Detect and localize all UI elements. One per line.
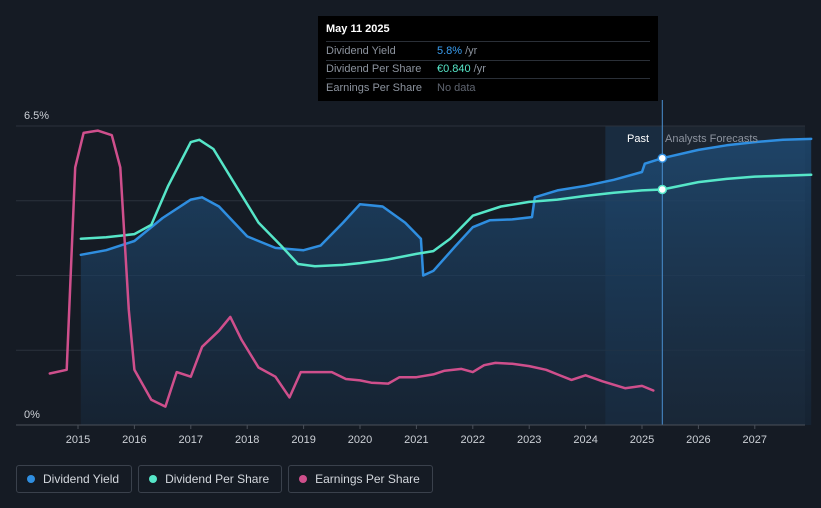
y-tick-label-top: 6.5% <box>24 110 49 122</box>
tooltip-label: Earnings Per Share <box>326 81 422 94</box>
tooltip-value: 5.8% <box>437 44 463 57</box>
x-tick-label: 2027 <box>743 434 767 446</box>
x-tick-label: 2015 <box>66 434 90 446</box>
x-tick-label: 2018 <box>235 434 259 446</box>
tooltip-row-dividend-yield: Dividend Yield 5.8% /yr <box>326 41 650 60</box>
y-tick-label-bottom: 0% <box>24 409 40 421</box>
earnings-per-share-line <box>48 129 655 408</box>
dividend-per-share-dot-icon <box>149 475 158 483</box>
forecast-label: Analysts Forecasts <box>665 133 758 145</box>
tooltip: May 11 2025 Dividend Yield 5.8% /yr Divi… <box>318 16 658 101</box>
dividend-yield-line <box>79 137 813 277</box>
dividend-yield-marker <box>657 153 668 163</box>
x-tick-label: 2019 <box>291 434 315 446</box>
tooltip-label: Dividend Per Share <box>326 63 422 76</box>
legend-label: Earnings Per Share <box>315 472 420 486</box>
dividend-yield-area <box>80 138 812 425</box>
x-tick-label: 2016 <box>122 434 146 446</box>
tooltip-value: No data <box>437 81 476 94</box>
earnings-per-share-dot-icon <box>299 475 308 483</box>
tooltip-unit: /yr <box>465 44 478 57</box>
legend-label: Dividend Per Share <box>165 472 270 486</box>
dividend-per-share-marker <box>657 184 668 195</box>
legend-label: Dividend Yield <box>43 472 120 486</box>
tooltip-date: May 11 2025 <box>326 23 390 35</box>
past-label: Past <box>627 133 649 145</box>
tooltip-unit: /yr <box>473 63 486 76</box>
dividend-yield-dot-icon <box>27 475 35 483</box>
tooltip-row-earnings-per-share: Earnings Per Share No data <box>326 78 650 97</box>
x-tick-label: 2026 <box>686 434 710 446</box>
tooltip-value: €0.840 <box>437 63 471 76</box>
x-tick-label: 2024 <box>573 434 597 446</box>
tooltip-row-dividend-per-share: Dividend Per Share €0.840 /yr <box>326 59 650 79</box>
legend-item-earnings-per-share[interactable]: Earnings Per Share <box>288 465 433 493</box>
x-tick-label: 2021 <box>404 434 428 446</box>
x-tick-label: 2025 <box>630 434 654 446</box>
x-tick-label: 2023 <box>517 434 541 446</box>
legend-item-dividend-yield[interactable]: Dividend Yield <box>16 465 133 493</box>
legend: Dividend Yield Dividend Per Share Earnin… <box>16 465 433 495</box>
legend-item-dividend-per-share[interactable]: Dividend Per Share <box>138 465 283 493</box>
tooltip-label: Dividend Yield <box>326 44 396 57</box>
x-tick-label: 2017 <box>179 434 203 446</box>
x-tick-label: 2022 <box>461 434 485 446</box>
x-tick-label: 2020 <box>348 434 372 446</box>
